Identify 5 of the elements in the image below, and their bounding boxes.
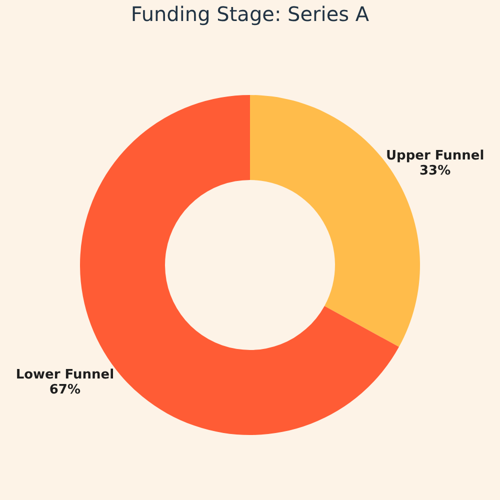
slice-label: Upper Funnel xyxy=(386,148,484,164)
slice-label: Lower Funnel xyxy=(16,367,114,382)
data-label: 67% xyxy=(49,382,81,398)
chart-title: Funding Stage: Series A xyxy=(130,2,370,26)
data-label: 33% xyxy=(419,164,451,179)
